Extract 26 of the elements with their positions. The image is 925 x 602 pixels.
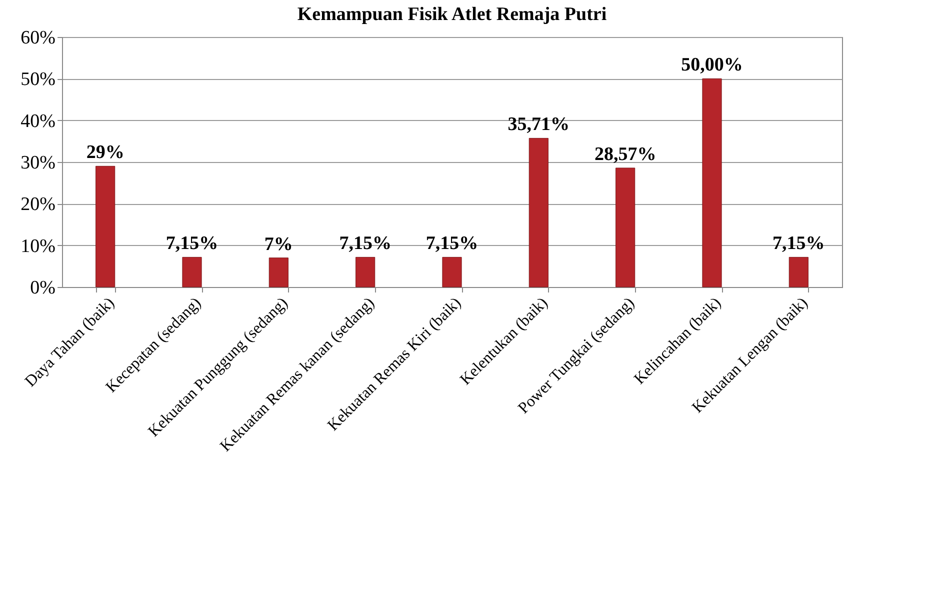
y-tick-label: 20% bbox=[20, 194, 56, 216]
y-tick-label: 30% bbox=[20, 152, 56, 174]
data-label: 7,15% bbox=[426, 233, 478, 254]
data-label: 50,00% bbox=[681, 54, 743, 76]
chart-title: Kemampuan Fisik Atlet Remaja Putri bbox=[297, 4, 607, 25]
y-tick-label: 40% bbox=[20, 110, 56, 132]
bar bbox=[528, 138, 548, 288]
data-label: 28,57% bbox=[594, 144, 656, 165]
bar bbox=[356, 256, 376, 288]
data-label: 29% bbox=[86, 142, 124, 164]
y-tick-label: 0% bbox=[30, 278, 56, 298]
bar bbox=[268, 258, 288, 288]
bar bbox=[616, 168, 636, 288]
y-tick-label: 50% bbox=[20, 69, 56, 90]
bar bbox=[182, 256, 202, 288]
data-label: 7,15% bbox=[339, 233, 392, 254]
data-label: 7,15% bbox=[772, 233, 825, 254]
bar bbox=[788, 256, 808, 288]
y-tick-label: 10% bbox=[20, 236, 56, 257]
data-label: 7% bbox=[264, 234, 293, 255]
data-label: 7,15% bbox=[166, 233, 218, 254]
bar bbox=[96, 166, 116, 288]
data-label: 35,71% bbox=[508, 114, 570, 136]
bar bbox=[442, 256, 462, 288]
bar bbox=[702, 78, 722, 288]
y-tick-label: 60% bbox=[20, 28, 56, 48]
